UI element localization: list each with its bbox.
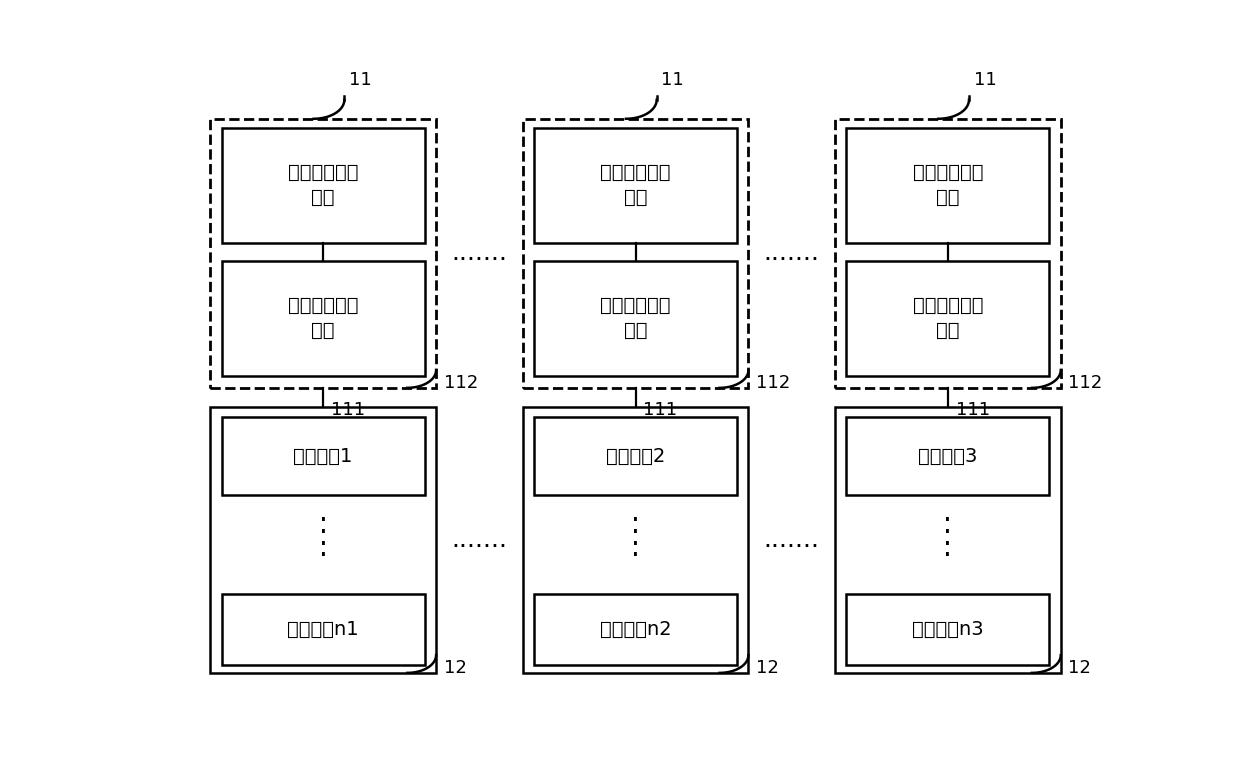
Text: 发热部件3: 发热部件3 — [918, 447, 977, 466]
Text: .......: ....... — [764, 528, 820, 552]
Text: ·: · — [631, 518, 640, 547]
Bar — [847, 594, 1049, 664]
Bar — [847, 127, 1049, 243]
Bar — [222, 418, 424, 495]
Text: 111: 111 — [644, 401, 677, 419]
Bar — [222, 594, 424, 664]
Text: ·: · — [631, 531, 640, 558]
Text: ·: · — [944, 507, 952, 535]
Text: 112: 112 — [1069, 373, 1102, 392]
Text: 11: 11 — [350, 71, 372, 89]
Text: .......: ....... — [451, 241, 507, 265]
Text: 12: 12 — [756, 658, 779, 677]
Text: 11: 11 — [973, 71, 997, 89]
Bar — [222, 127, 424, 243]
Text: 内循环冷却子
系统: 内循环冷却子 系统 — [600, 296, 671, 340]
Bar — [522, 119, 749, 388]
Text: 112: 112 — [756, 373, 790, 392]
Text: 发热部件1: 发热部件1 — [294, 447, 353, 466]
Text: ·: · — [631, 507, 640, 535]
Text: 111: 111 — [331, 401, 365, 419]
Text: 发热部件n2: 发热部件n2 — [600, 620, 671, 639]
Text: 外循环冷却子
系统: 外循环冷却子 系统 — [600, 164, 671, 207]
Bar — [847, 418, 1049, 495]
Text: 发热部件n1: 发热部件n1 — [288, 620, 360, 639]
Text: 111: 111 — [956, 401, 990, 419]
Bar — [835, 407, 1060, 673]
Bar — [534, 127, 737, 243]
Text: 12: 12 — [1069, 658, 1091, 677]
Bar — [522, 407, 749, 673]
Text: 11: 11 — [661, 71, 684, 89]
Text: ·: · — [944, 531, 952, 558]
Text: 发热部件n3: 发热部件n3 — [911, 620, 983, 639]
Bar — [534, 418, 737, 495]
Text: 内循环冷却子
系统: 内循环冷却子 系统 — [913, 296, 983, 340]
Bar — [534, 594, 737, 664]
Text: .......: ....... — [451, 528, 507, 552]
Bar — [211, 119, 436, 388]
Bar — [847, 260, 1049, 376]
Text: ·: · — [631, 542, 640, 571]
Text: ·: · — [944, 518, 952, 547]
Text: ·: · — [319, 542, 327, 571]
Bar — [211, 407, 436, 673]
Text: ·: · — [319, 507, 327, 535]
Text: 外循环冷却子
系统: 外循环冷却子 系统 — [288, 164, 358, 207]
Text: 12: 12 — [444, 658, 466, 677]
Text: 发热部件2: 发热部件2 — [606, 447, 665, 466]
Bar — [835, 119, 1060, 388]
Text: 外循环冷却子
系统: 外循环冷却子 系统 — [913, 164, 983, 207]
Text: 内循环冷却子
系统: 内循环冷却子 系统 — [288, 296, 358, 340]
Text: ·: · — [944, 542, 952, 571]
Text: ·: · — [319, 518, 327, 547]
Text: 112: 112 — [444, 373, 479, 392]
Text: ·: · — [319, 531, 327, 558]
Bar — [222, 260, 424, 376]
Bar — [534, 260, 737, 376]
Text: .......: ....... — [764, 241, 820, 265]
